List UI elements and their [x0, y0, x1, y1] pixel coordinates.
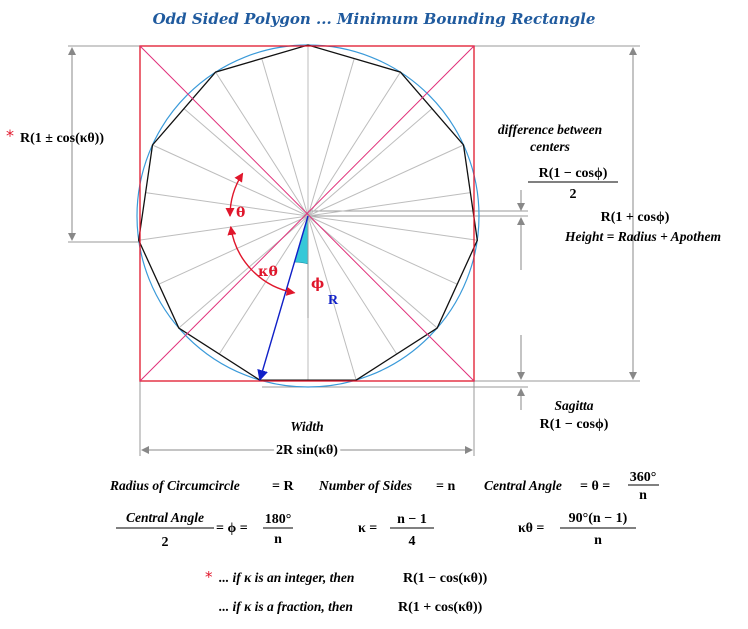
kappa-theta-angle-arc [227, 225, 296, 296]
center-diff-numerator: R(1 − cosϕ) [539, 166, 608, 181]
footnote-integer-text: ... if κ is an integer, then [219, 570, 354, 585]
extension-lines [68, 45, 640, 456]
spoke-apothem-3 [145, 192, 309, 217]
diagram-title: Odd Sided Polygon ... Minimum Bounding R… [153, 10, 596, 28]
spoke-vertex-11 [307, 215, 357, 381]
theta-label: θ [236, 205, 245, 221]
spoke-vertex-5 [215, 71, 309, 217]
rectangle-diagonals [139, 45, 475, 382]
spoke-vertex-2 [178, 215, 309, 329]
sides-value: = n [436, 479, 455, 494]
half-angle-denominator: 2 [162, 535, 169, 550]
spoke-apothem-5 [261, 58, 309, 217]
circumcircle-label: Radius of Circumcircle [109, 478, 240, 493]
half-angle-value-numerator: 180° [265, 512, 292, 527]
central-angle-symbol: = θ = [580, 479, 610, 494]
kappa-theta-numerator: 90°(n − 1) [569, 511, 628, 526]
height-formula: R(1 + cosϕ) [601, 210, 670, 225]
dimension-arrows [68, 47, 637, 454]
sagitta-label: Sagitta [554, 398, 593, 413]
spoke-apothem-9 [307, 215, 458, 285]
kappa-theta-symbol: κθ = [518, 521, 544, 536]
footnote-asterisk-icon: * [205, 568, 213, 586]
central-angle-label: Central Angle [484, 478, 562, 493]
footnote-integer-formula: R(1 − cos(κθ)) [403, 571, 488, 586]
spoke-apothem-8 [307, 192, 471, 217]
sides-label: Number of Sides [318, 478, 412, 493]
central-angle-denominator: n [639, 488, 647, 503]
footnote-fraction-formula: R(1 + cos(κθ)) [398, 600, 483, 615]
spoke-vertex-7 [307, 71, 401, 217]
asterisk-icon: * [6, 126, 14, 145]
spoke-apothem-4 [183, 108, 309, 217]
spoke-apothem-6 [307, 58, 355, 217]
spoke-vertex-3 [138, 215, 309, 241]
height-label: Height = Radius + Apothem [564, 229, 721, 244]
kappa-symbol: κ = [358, 521, 377, 536]
left-dimension-label: R(1 ± cos(κθ)) [20, 131, 104, 146]
width-formula: 2R sin(κθ) [276, 443, 338, 458]
width-label: Width [290, 419, 323, 434]
half-angle-symbol: = ϕ = [216, 521, 248, 536]
bounding-rectangle [139, 45, 475, 382]
central-angle-numerator: 360° [630, 470, 657, 485]
spoke-apothem-7 [307, 108, 433, 217]
circumcircle-value: = R [272, 479, 294, 494]
phi-label: ϕ [311, 276, 324, 292]
sagitta-formula: R(1 − cosϕ) [540, 417, 609, 432]
spoke-vertex-9 [307, 215, 478, 241]
kappa-denominator: 4 [409, 534, 416, 549]
spoke-vertex-10 [307, 215, 438, 329]
center-diff-denominator: 2 [570, 187, 577, 202]
footnote-fraction-text: ... if κ is a fraction, then [219, 599, 353, 614]
spoke-vertex-8 [307, 144, 464, 217]
kappa-theta-denominator: n [594, 533, 602, 548]
half-angle-value-denominator: n [274, 532, 282, 547]
odd-polygon [138, 44, 478, 381]
kappa-theta-label: κθ [258, 264, 278, 280]
kappa-numerator: n − 1 [397, 512, 427, 527]
center-diff-label-line1: difference between [498, 122, 602, 137]
theta-angle-arc [225, 172, 244, 217]
center-diff-label-line2: centers [530, 139, 570, 154]
radius-label: R [328, 293, 339, 308]
radius-arrow [257, 215, 309, 382]
half-angle-numerator: Central Angle [126, 510, 204, 525]
spoke-apothem-10 [307, 215, 398, 355]
